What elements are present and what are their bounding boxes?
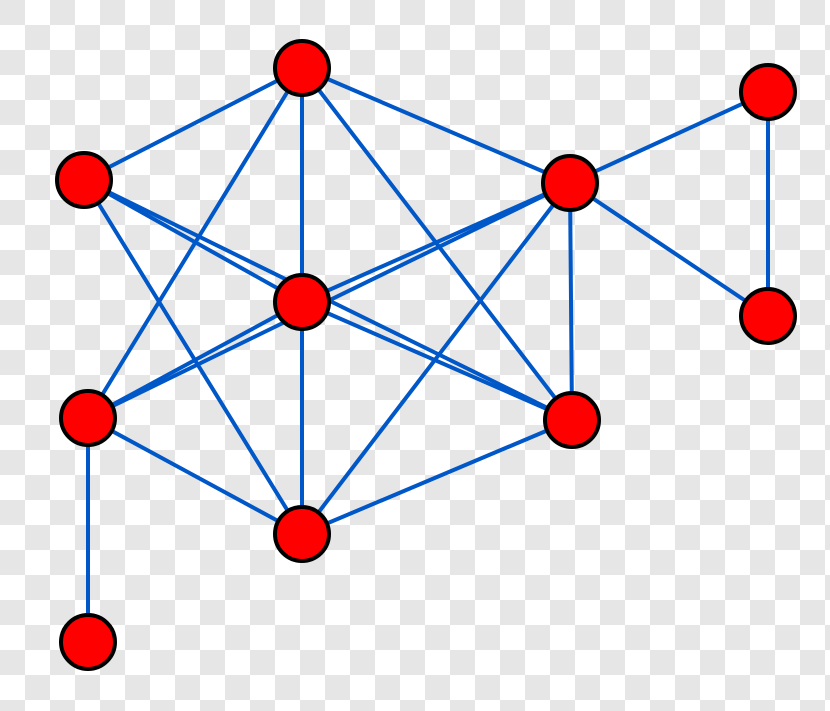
graph-node: [275, 275, 329, 329]
graph-edge: [570, 183, 572, 420]
graph-node: [741, 289, 795, 343]
graph-node: [61, 391, 115, 445]
graph-node: [741, 65, 795, 119]
graph-node: [275, 507, 329, 561]
network-graph: [0, 0, 830, 711]
graph-node: [61, 615, 115, 669]
graph-node: [57, 153, 111, 207]
graph-node: [545, 393, 599, 447]
graph-node: [275, 41, 329, 95]
graph-node: [543, 156, 597, 210]
